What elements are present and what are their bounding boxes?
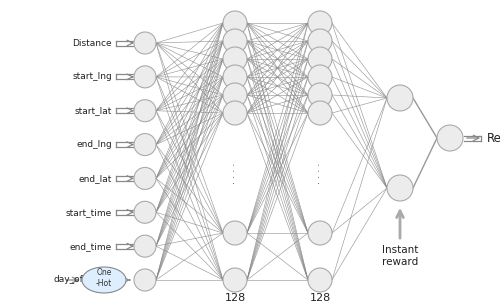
Circle shape [387, 175, 413, 201]
Text: · · · ·: · · · · [315, 162, 325, 184]
Circle shape [223, 47, 247, 71]
Text: start_lat: start_lat [74, 106, 112, 115]
Text: start_time: start_time [66, 208, 112, 217]
Circle shape [134, 100, 156, 122]
Circle shape [387, 85, 413, 111]
Circle shape [223, 65, 247, 89]
Circle shape [223, 11, 247, 35]
Circle shape [134, 134, 156, 156]
Circle shape [308, 268, 332, 292]
Circle shape [223, 83, 247, 107]
Text: end_lng: end_lng [76, 140, 112, 149]
Text: Distance: Distance [72, 38, 112, 47]
Text: Instant
reward: Instant reward [382, 245, 418, 267]
Text: 128: 128 [310, 293, 330, 303]
Text: Revenue: Revenue [487, 132, 500, 144]
Text: 128: 128 [224, 293, 246, 303]
Text: · · · ·: · · · · [230, 162, 240, 184]
Circle shape [308, 101, 332, 125]
Text: day_of_week: day_of_week [54, 275, 112, 285]
Circle shape [223, 101, 247, 125]
Circle shape [308, 11, 332, 35]
Circle shape [308, 29, 332, 53]
Circle shape [308, 47, 332, 71]
Text: end_lat: end_lat [78, 174, 112, 183]
Circle shape [437, 125, 463, 151]
Circle shape [134, 201, 156, 223]
Circle shape [223, 268, 247, 292]
Circle shape [308, 83, 332, 107]
Ellipse shape [82, 267, 126, 293]
Text: end_time: end_time [70, 242, 112, 251]
Circle shape [134, 32, 156, 54]
Circle shape [134, 235, 156, 257]
Text: start_lng: start_lng [72, 72, 112, 81]
Circle shape [134, 168, 156, 189]
Circle shape [308, 65, 332, 89]
Text: One
-Hot: One -Hot [96, 268, 112, 288]
Circle shape [223, 221, 247, 245]
Circle shape [308, 221, 332, 245]
Circle shape [134, 269, 156, 291]
Circle shape [134, 66, 156, 88]
Circle shape [223, 29, 247, 53]
